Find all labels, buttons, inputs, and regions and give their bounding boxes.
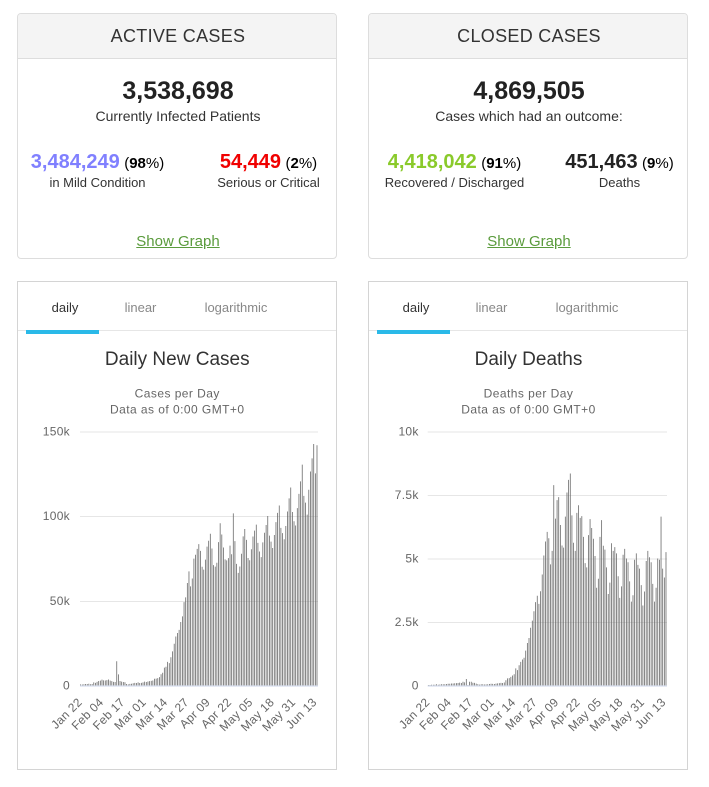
svg-text:0: 0 xyxy=(63,679,70,693)
svg-text:50k: 50k xyxy=(50,594,71,608)
svg-text:Data as of 0:00 GMT+0: Data as of 0:00 GMT+0 xyxy=(110,402,245,416)
svg-text:Deaths per Day: Deaths per Day xyxy=(484,387,574,401)
svg-text:Data as of 0:00 GMT+0: Data as of 0:00 GMT+0 xyxy=(461,402,596,416)
svg-text:100k: 100k xyxy=(43,509,71,523)
svg-text:Daily Deaths: Daily Deaths xyxy=(475,349,583,370)
svg-text:Cases per Day: Cases per Day xyxy=(135,387,220,401)
svg-text:10k: 10k xyxy=(398,425,419,439)
svg-text:7.5k: 7.5k xyxy=(395,488,420,502)
svg-text:0: 0 xyxy=(412,679,419,693)
svg-text:2.5k: 2.5k xyxy=(395,615,420,629)
svg-text:Daily New Cases: Daily New Cases xyxy=(105,349,250,370)
svg-text:150k: 150k xyxy=(43,425,71,439)
svg-text:5k: 5k xyxy=(405,552,419,566)
